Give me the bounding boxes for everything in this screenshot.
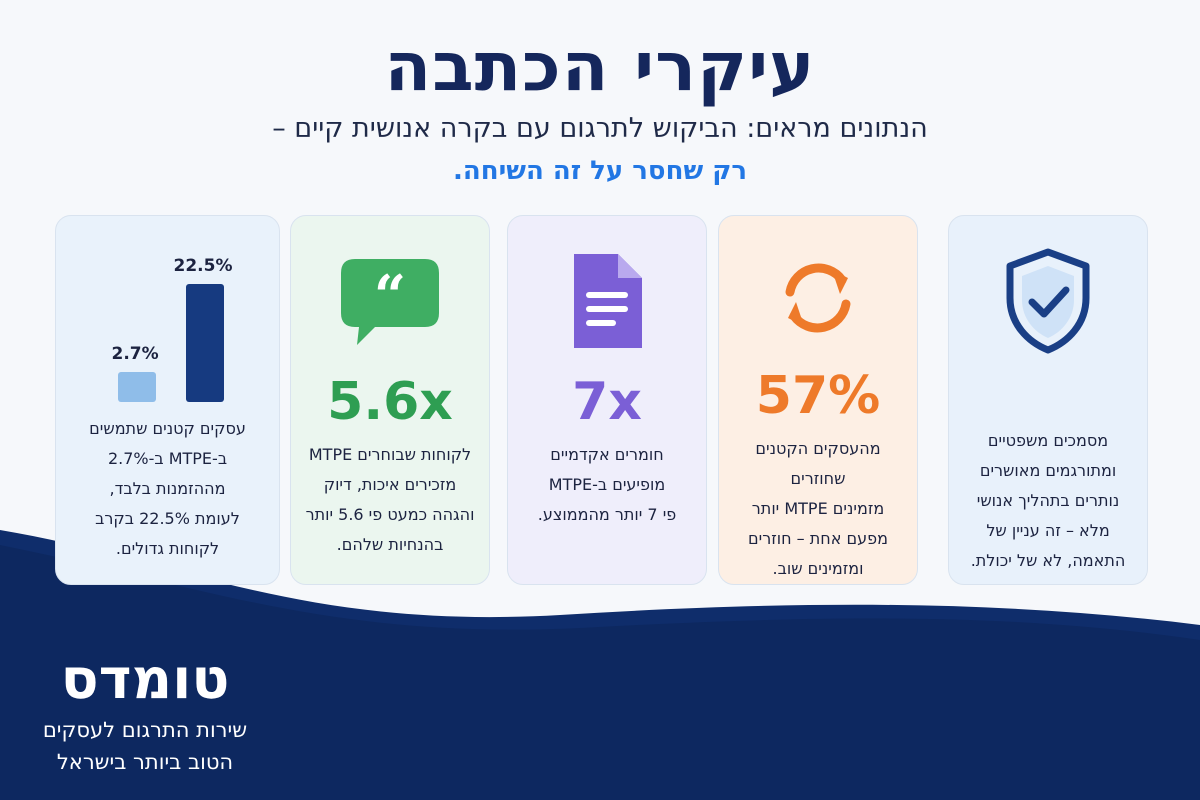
card-legal-documents: מסמכים משפטיים ומתורגמים מאושרים נותרים … bbox=[948, 215, 1148, 585]
brand-block: טומדס שירות התרגום לעסקים הטוב ביותר ביש… bbox=[40, 648, 250, 776]
bar-chart: 2.7% 22.5% bbox=[68, 242, 268, 402]
card-description: מהעסקים הקטנים שחוזרים מזמינים MTPE יותר… bbox=[748, 439, 888, 578]
svg-text:“: “ bbox=[374, 263, 406, 329]
quote-bubble-icon: “ bbox=[335, 246, 445, 356]
card-quality-mentions: “ 5.6x לקוחות שבוחרים MTPE מזכירים איכות… bbox=[290, 215, 490, 585]
document-icon bbox=[552, 246, 662, 356]
page-title: עיקרי הכתבה bbox=[384, 28, 816, 107]
card-stat: 5.6x bbox=[327, 372, 453, 432]
bar-label-large-clients: 22.5% bbox=[173, 256, 233, 276]
card-academic-materials: 7x חומרים אקדמיים מופיעים ב-MTPE פי 7 יו… bbox=[507, 215, 707, 585]
card-description: לקוחות שבוחרים MTPE מזכירים איכות, דיוק … bbox=[305, 445, 475, 554]
sync-arrows-icon bbox=[763, 246, 873, 350]
card-mtpe-usage-chart: 2.7% 22.5% עסקים קטנים שתמשים ב-MTPE ב-2… bbox=[55, 215, 280, 585]
card-stat: 57% bbox=[755, 366, 881, 426]
shield-check-icon bbox=[993, 246, 1103, 356]
bar-large-clients bbox=[185, 284, 224, 402]
brand-tagline: שירות התרגום לעסקים bbox=[42, 718, 248, 742]
bar-small-business bbox=[117, 372, 156, 402]
card-stat: 7x bbox=[572, 372, 642, 432]
card-description: מסמכים משפטיים ומתורגמים מאושרים נותרים … bbox=[970, 431, 1126, 570]
card-returning-customers: 57% מהעסקים הקטנים שחוזרים מזמינים MTPE … bbox=[718, 215, 918, 585]
page-subtitle: הנתונים מראים: הביקוש לתרגום עם בקרה אנו… bbox=[272, 113, 928, 144]
highlight-line: רק שחסר על זה השיחה. bbox=[452, 156, 748, 186]
brand-tagline: הטוב ביותר בישראל bbox=[56, 750, 234, 774]
card-description: חומרים אקדמיים מופיעים ב-MTPE פי 7 יותר … bbox=[537, 445, 677, 524]
brand-logo-text: טומדס bbox=[60, 647, 230, 712]
bar-label-small-business: 2.7% bbox=[111, 344, 159, 365]
card-description: עסקים קטנים שתמשים ב-MTPE ב-2.7% מההזמנו… bbox=[89, 419, 246, 558]
